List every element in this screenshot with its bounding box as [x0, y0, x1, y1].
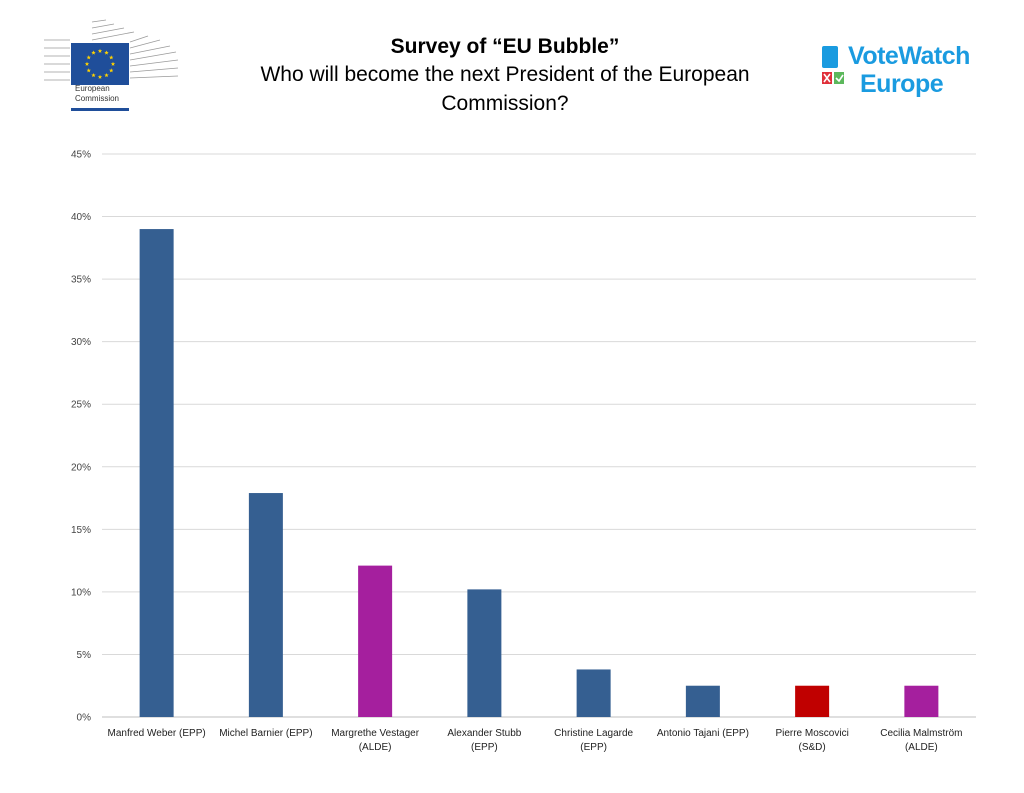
y-tick-label: 40%	[71, 212, 91, 223]
y-tick-label: 10%	[71, 587, 91, 598]
y-axis: 0% 5% 10% 15% 20% 25% 30% 35% 40% 45%	[71, 150, 91, 724]
bar	[904, 685, 939, 717]
x-tick-label: (EPP)	[580, 742, 607, 753]
bar	[358, 565, 393, 717]
chart-header: Survey of “EU Bubble” Who will become th…	[180, 34, 830, 118]
bar	[576, 669, 611, 717]
eu-stars-icon	[84, 48, 116, 79]
y-tick-label: 15%	[71, 525, 91, 536]
check-box-icon	[834, 72, 844, 84]
eu-star	[86, 68, 91, 73]
eu-star	[86, 55, 91, 60]
x-tick-label: Antonio Tajani (EPP)	[657, 728, 749, 739]
y-tick-label: 35%	[71, 275, 91, 286]
ec-logo-line1: European	[75, 84, 110, 93]
european-commission-logo	[44, 19, 179, 111]
x-tick-label: (ALDE)	[905, 742, 938, 753]
x-tick-label: (S&D)	[799, 742, 826, 753]
eu-star	[109, 55, 114, 60]
y-tick-label: 25%	[71, 400, 91, 411]
y-tick-label: 30%	[71, 337, 91, 348]
eu-star	[104, 50, 109, 55]
x-tick-label: Manfred Weber (EPP)	[108, 728, 206, 739]
votewatch-line2: Europe	[860, 70, 944, 98]
y-tick-label: 45%	[71, 150, 91, 161]
x-axis: Manfred Weber (EPP) Michel Barnier (EPP) M…	[108, 728, 963, 753]
y-tick-label: 5%	[77, 650, 92, 661]
ballot-box-icon	[822, 46, 838, 68]
eu-star	[104, 72, 109, 78]
eu-star	[91, 50, 96, 55]
votewatch-wordmark: VoteWatch Europe	[848, 42, 970, 98]
bar	[795, 685, 830, 717]
eu-star	[97, 48, 103, 53]
ec-logo-line2: Commission	[75, 94, 120, 103]
eu-star	[84, 61, 90, 66]
x-tick-label: Pierre Moscovici	[775, 728, 848, 739]
eu-star	[97, 74, 103, 79]
x-tick-label: Alexander Stubb	[447, 728, 521, 739]
y-tick-label: 0%	[77, 713, 92, 724]
votewatch-logo	[822, 46, 844, 84]
eu-star	[91, 72, 96, 78]
bar	[139, 229, 174, 718]
y-tick-label: 20%	[71, 462, 91, 473]
bar	[467, 589, 502, 717]
chart-subtitle: Who will become the next President of th…	[260, 63, 750, 115]
chart-title: Survey of “EU Bubble”	[390, 35, 620, 58]
gridlines	[102, 153, 976, 718]
bar	[685, 685, 720, 717]
x-tick-label: (ALDE)	[359, 742, 392, 753]
eu-star	[109, 68, 114, 73]
ec-logo-text: European Commission	[75, 84, 119, 104]
x-tick-label: (EPP)	[471, 742, 498, 753]
eu-star	[110, 61, 116, 66]
x-tick-label: Christine Lagarde	[554, 728, 633, 739]
votewatch-line1: VoteWatch	[848, 42, 970, 70]
x-tick-label: Michel Barnier (EPP)	[219, 728, 312, 739]
bar	[248, 493, 283, 717]
bars	[139, 229, 939, 718]
x-tick-label: Cecilia Malmström	[880, 728, 962, 739]
x-tick-label: Margrethe Vestager	[331, 728, 419, 739]
